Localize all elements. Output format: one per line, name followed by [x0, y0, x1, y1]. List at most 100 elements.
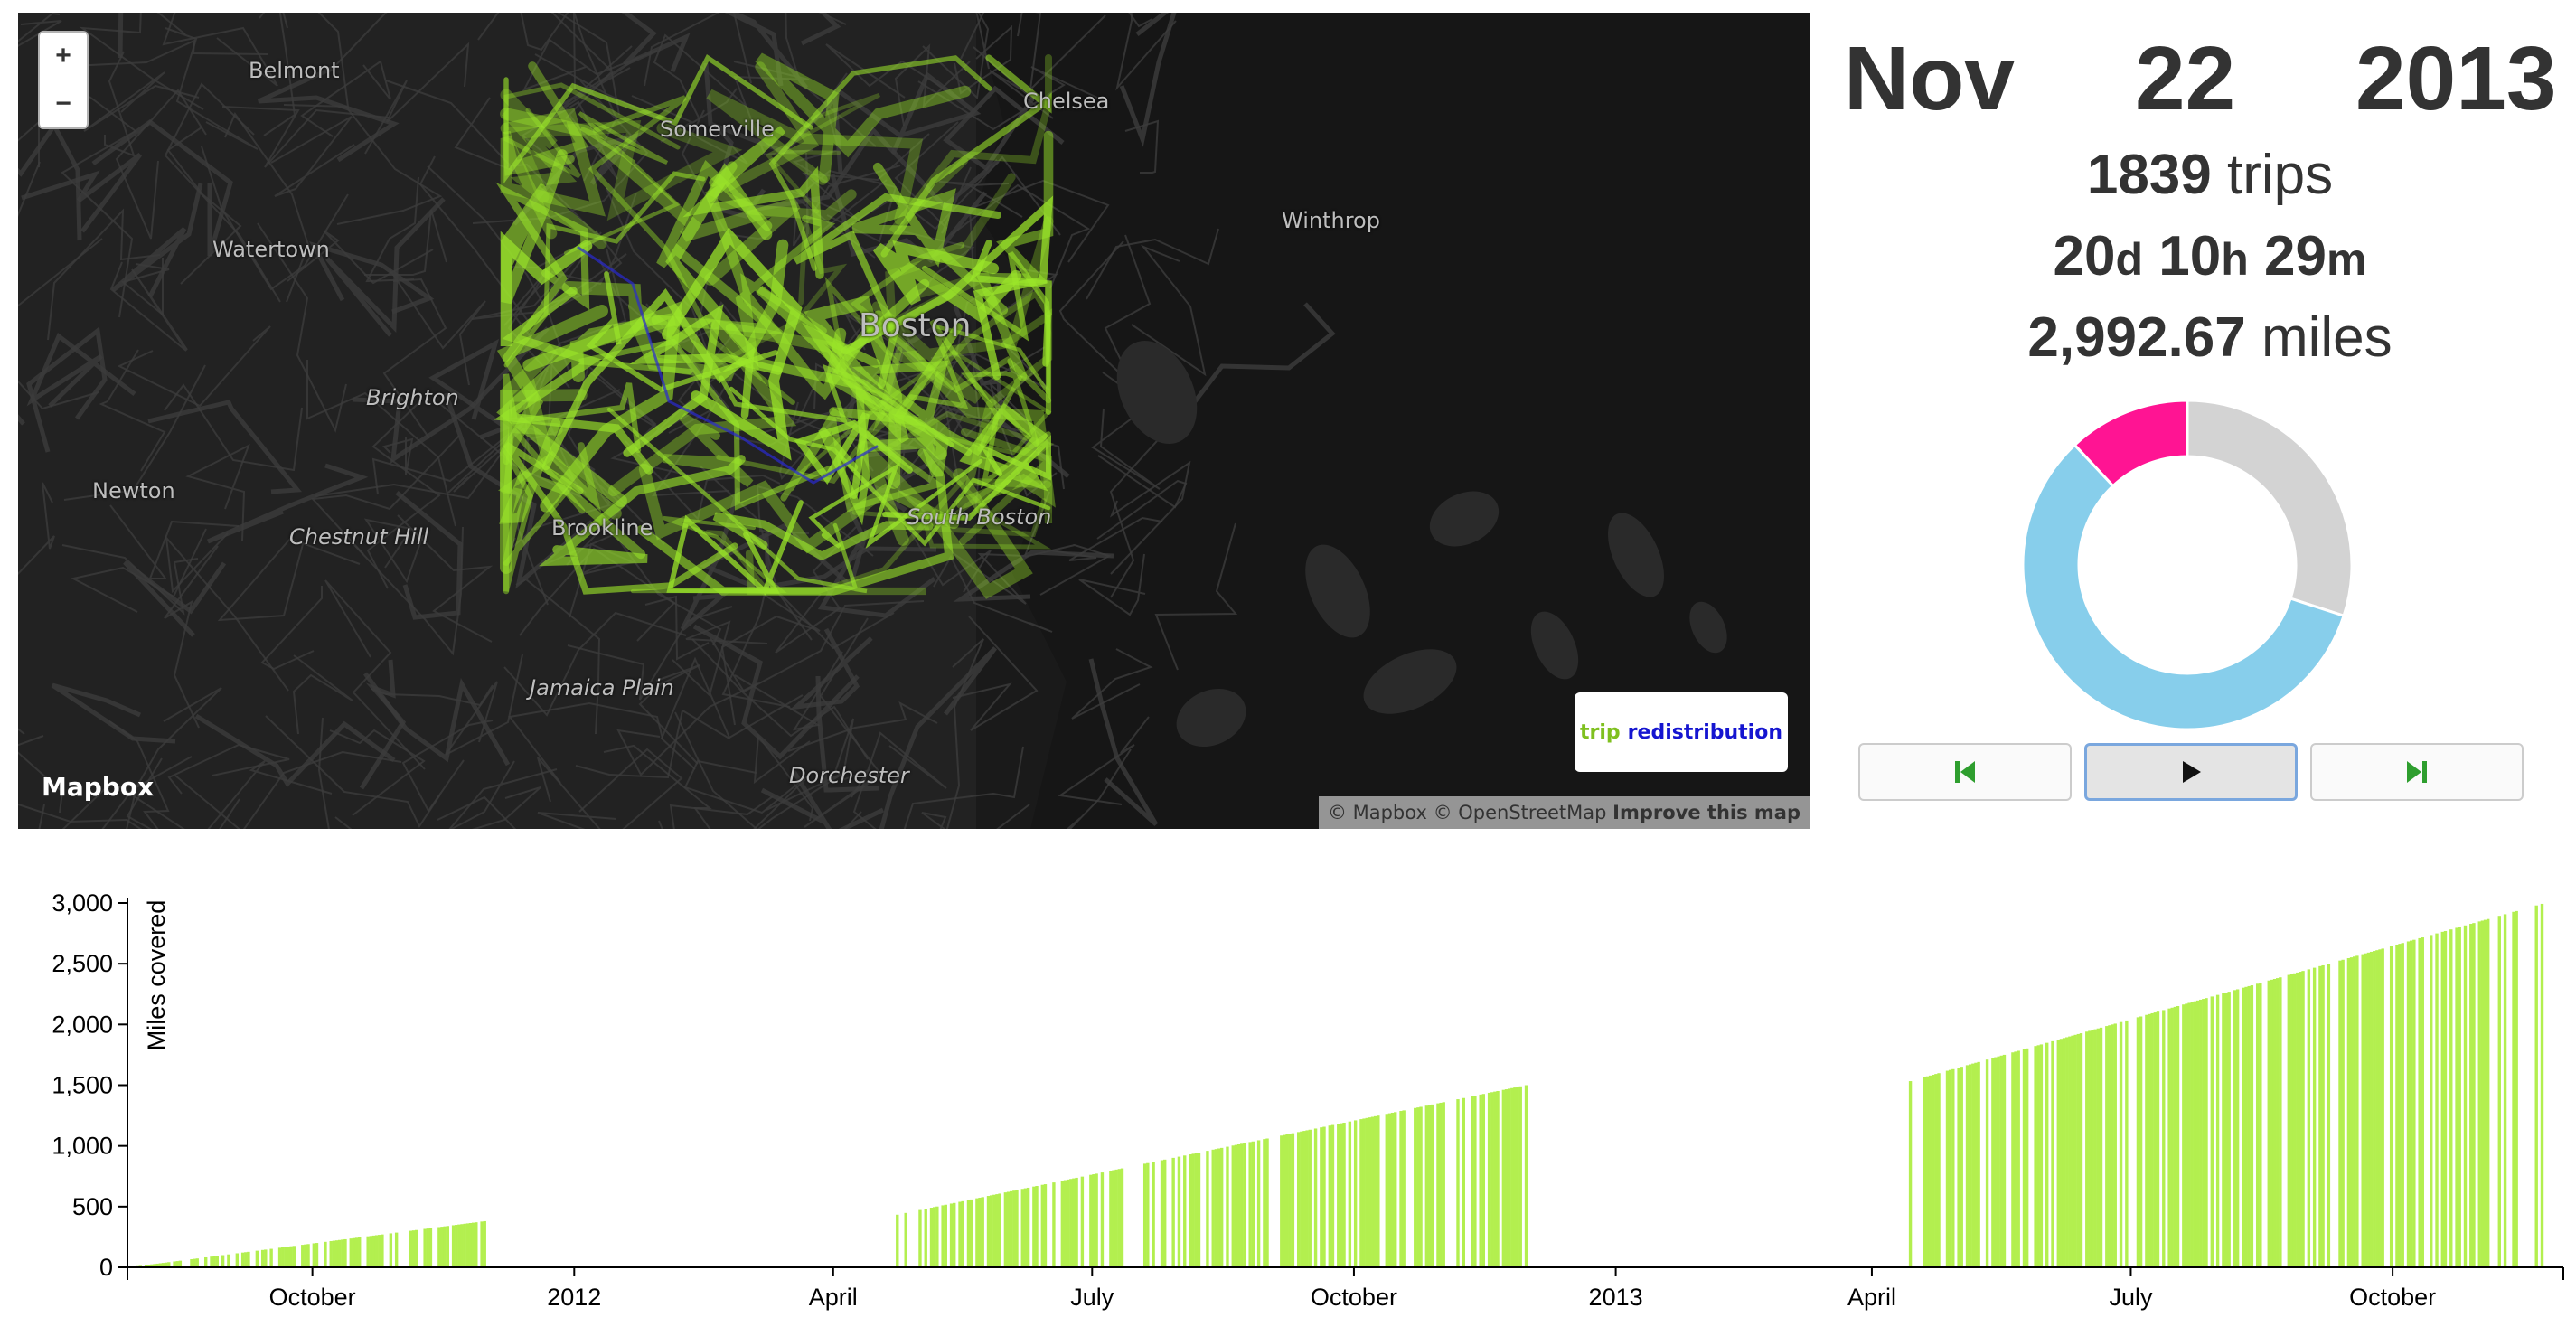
next-button[interactable] [2310, 743, 2524, 801]
bar [1114, 1169, 1118, 1267]
bar [437, 1227, 441, 1267]
bar [1416, 1107, 1420, 1267]
bar [1023, 1188, 1028, 1267]
bar [2085, 1031, 2089, 1267]
bar [2182, 1004, 2186, 1267]
bar [1456, 1099, 1460, 1267]
bar [240, 1252, 245, 1267]
bar [2190, 1002, 2194, 1267]
bar [2463, 925, 2468, 1267]
bar [2065, 1037, 2069, 1267]
bar [2497, 916, 2501, 1267]
bar [1214, 1149, 1218, 1267]
y-tick-label: 0 [99, 1254, 113, 1281]
bar [2364, 953, 2368, 1267]
bar [1362, 1118, 1366, 1267]
mapbox-logo[interactable]: Mapbox [42, 772, 155, 802]
bar [1152, 1162, 1155, 1267]
bar [1256, 1140, 1261, 1267]
map-canvas[interactable] [18, 13, 1810, 829]
bar [1009, 1190, 1013, 1267]
bar [1231, 1145, 1235, 1267]
bar [2259, 983, 2262, 1267]
bar [455, 1225, 458, 1267]
y-tick-label: 2,500 [52, 950, 113, 977]
bar [2369, 951, 2374, 1267]
bar [949, 1203, 954, 1267]
bar [1288, 1134, 1292, 1267]
bar [1934, 1074, 1938, 1267]
bar [929, 1208, 934, 1267]
bar [2062, 1038, 2066, 1267]
bar [1373, 1115, 1377, 1267]
bar [2292, 973, 2297, 1267]
play-button[interactable] [2084, 743, 2298, 801]
bar [352, 1237, 356, 1267]
bar [1481, 1094, 1486, 1267]
bar [2108, 1025, 2111, 1267]
bar [281, 1247, 285, 1267]
x-tick-label: April [809, 1284, 858, 1311]
bar [2418, 937, 2421, 1267]
skip-forward-icon [2407, 761, 2427, 783]
bar [2210, 996, 2214, 1267]
bar [1226, 1146, 1229, 1267]
bar [2435, 933, 2439, 1267]
bar [343, 1238, 347, 1267]
bar [1504, 1089, 1509, 1267]
bar [2355, 955, 2359, 1267]
map-view[interactable]: + − Belmont Somerville Chelsea Winthrop … [18, 13, 1810, 829]
bar [1146, 1162, 1150, 1267]
x-tick-label: July [2109, 1284, 2153, 1311]
bar [1043, 1184, 1048, 1267]
bar [312, 1243, 316, 1267]
improve-map-link[interactable]: Improve this map [1612, 802, 1800, 823]
trips-value: 1839 [2086, 144, 2212, 206]
bar [1265, 1138, 1269, 1267]
bar [1100, 1172, 1105, 1267]
bar [144, 1265, 148, 1267]
bar [2017, 1050, 2020, 1267]
bar [2338, 960, 2342, 1267]
bar [1402, 1110, 1406, 1267]
bar [2512, 911, 2515, 1267]
bar [2398, 944, 2402, 1267]
bar [961, 1200, 964, 1267]
bar [244, 1252, 248, 1267]
prev-button[interactable] [1858, 743, 2072, 801]
bar [1928, 1075, 1932, 1267]
bar [1359, 1119, 1363, 1267]
bar [2136, 1017, 2140, 1267]
bar [147, 1265, 151, 1267]
bar [2045, 1042, 2049, 1267]
bar [480, 1221, 484, 1267]
bar [460, 1224, 464, 1267]
bar [2270, 979, 2274, 1267]
bar [975, 1198, 979, 1267]
bar [1471, 1096, 1474, 1267]
zoom-out-button[interactable]: − [40, 80, 87, 127]
bar [158, 1263, 163, 1267]
skip-back-icon [1955, 761, 1975, 783]
bar [1063, 1180, 1067, 1267]
bar [1985, 1059, 1989, 1267]
bar [1020, 1189, 1024, 1267]
bar [221, 1255, 225, 1267]
bar [1160, 1160, 1164, 1267]
zoom-in-button[interactable]: + [55, 41, 71, 71]
map-label-winthrop: Winthrop [1282, 208, 1380, 233]
bar [1385, 1114, 1388, 1267]
bar [1300, 1131, 1303, 1267]
map-label-brighton: Brighton [366, 385, 459, 410]
bar [1032, 1186, 1036, 1267]
bar [150, 1264, 154, 1267]
bar [2233, 990, 2237, 1267]
bar [986, 1196, 991, 1267]
bar [1353, 1120, 1358, 1267]
bar [969, 1199, 973, 1267]
bar [1026, 1187, 1030, 1267]
bar [2173, 1006, 2177, 1267]
bar [381, 1234, 384, 1267]
bar [210, 1256, 213, 1267]
bar [1377, 1115, 1380, 1267]
